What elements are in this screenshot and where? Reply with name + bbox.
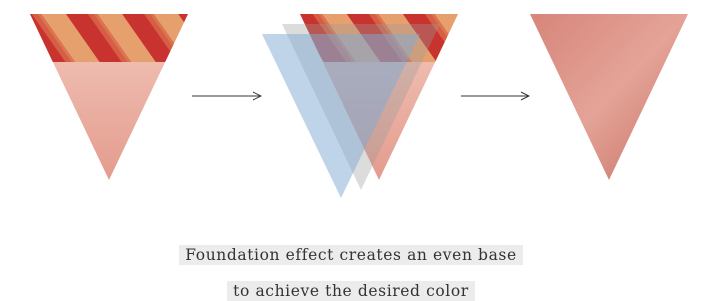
caption-line: Foundation effect creates an even base	[0, 246, 702, 264]
skin-triangle	[30, 14, 190, 184]
result-triangle	[530, 14, 688, 180]
caption-text: Foundation effect creates an even base	[179, 245, 523, 265]
illustration	[0, 0, 702, 240]
caption-text: to achieve the desired color	[227, 281, 475, 301]
page: {"caption": {"lines": ["Foundation effec…	[0, 0, 702, 301]
caption-line: to achieve the desired color	[0, 282, 702, 300]
